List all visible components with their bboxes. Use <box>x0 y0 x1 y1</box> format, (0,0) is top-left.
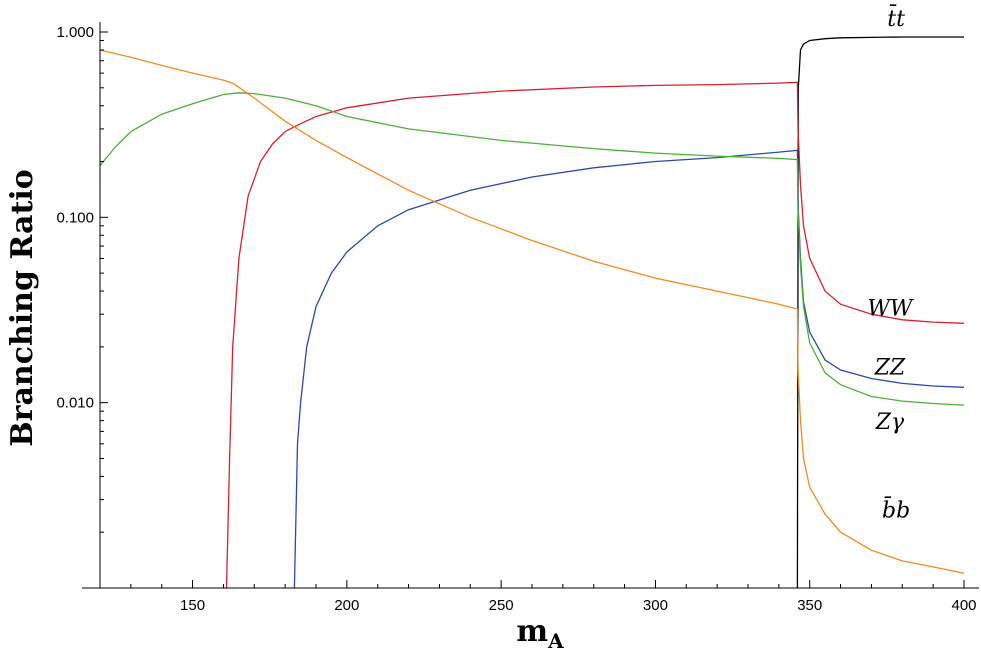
x-tick-label: 300 <box>643 597 668 614</box>
y-tick-label: 0.010 <box>56 395 94 412</box>
x-tick-label: 200 <box>334 597 359 614</box>
series-line-0 <box>796 36 964 589</box>
series-labels: t̄t WW ZZ Zγ b̄b <box>867 4 915 523</box>
x-axis-title-subscript: A <box>547 629 564 651</box>
x-axis-title: mA <box>516 614 564 651</box>
series-label-0: t̄t <box>887 4 905 32</box>
axes-layer: 150 200 250 300 350 400 0.010 0.100 1.000 <box>56 22 979 614</box>
x-tick-label: 350 <box>797 597 822 614</box>
series-label-1: WW <box>867 297 915 322</box>
series-line-3 <box>99 92 965 406</box>
y-tick-label: 1.000 <box>56 24 94 41</box>
series-label-2: ZZ <box>874 355 906 380</box>
series-line-2 <box>293 149 965 589</box>
series-label-3: Zγ <box>875 410 905 435</box>
x-tick-label: 250 <box>489 597 514 614</box>
x-tick-label: 400 <box>951 597 976 614</box>
series-label-4: b̄b <box>882 496 910 524</box>
y-axis-title: Branching Ratio <box>5 169 40 446</box>
x-tick-label: 150 <box>180 597 205 614</box>
series-line-4 <box>99 49 965 574</box>
x-axis-title-main: m <box>516 614 548 649</box>
series-line-1 <box>225 81 965 589</box>
series-layer <box>99 36 965 589</box>
y-tick-label: 0.100 <box>56 209 94 226</box>
